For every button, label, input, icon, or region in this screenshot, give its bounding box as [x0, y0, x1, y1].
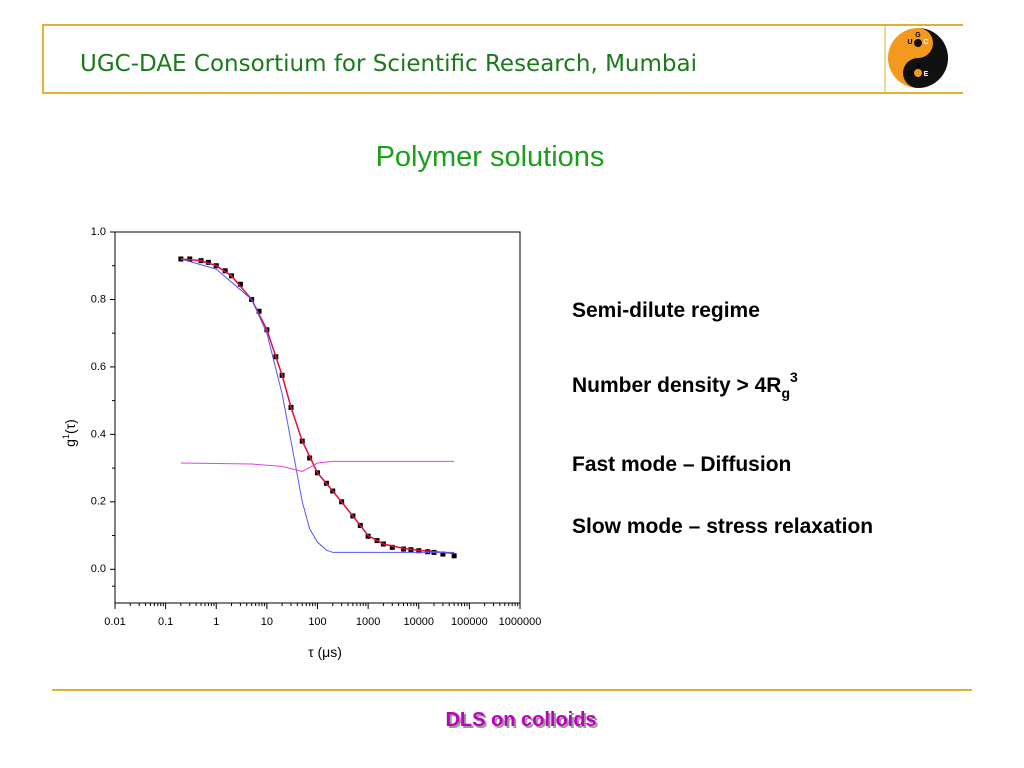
data-point	[440, 551, 446, 557]
logo-letter: A	[915, 63, 920, 70]
header: UGC-DAE Consortium for Scientific Resear…	[42, 24, 963, 94]
y-axis-label: g1(τ)	[61, 419, 78, 447]
header-title: UGC-DAE Consortium for Scientific Resear…	[80, 51, 697, 77]
plot-frame	[114, 231, 521, 604]
chart: τ (μs) g1(τ) 0.00.20.40.60.81.00.01 0.1 1 1…	[61, 226, 541, 660]
slide-title: Polymer solutions	[376, 141, 605, 173]
data-point	[256, 308, 262, 314]
x-tick-label: 10000	[403, 616, 434, 628]
x-tick-label: 100	[308, 616, 326, 628]
bullet: Slow mode – stress relaxation	[572, 515, 873, 538]
footer-shadow: DLS on colloids	[447, 711, 598, 733]
y-tick-label: 0.2	[91, 496, 106, 508]
logo-letter: E	[924, 71, 929, 78]
x-tick-label: 100000	[451, 616, 488, 628]
footer: DLS on colloids	[445, 709, 596, 731]
y-label-main: g	[62, 439, 78, 447]
x-tick-label: 0.01	[104, 616, 125, 628]
logo-dot	[914, 69, 922, 77]
bullet: Fast mode – Diffusion	[572, 453, 791, 476]
y-label-rest: (τ)	[62, 419, 78, 434]
bullet: Semi-dilute regime	[572, 299, 760, 322]
y-tick-label: 0.8	[91, 293, 106, 305]
x-tick-label: 10	[261, 616, 273, 628]
bullets: Semi-dilute regime Number density > 4Rg3…	[572, 299, 873, 538]
x-tick-label: 1	[213, 616, 219, 628]
bullet-sup: 3	[790, 369, 798, 385]
y-tick-label: 0.6	[91, 361, 106, 373]
bullet: Number density > 4Rg3	[572, 369, 798, 401]
bullet-text: Number density > 4R	[572, 374, 781, 397]
y-tick-label: 1.0	[91, 226, 106, 238]
y-tick-label: 0.0	[91, 563, 106, 575]
y-label-sup: 1	[61, 434, 71, 439]
y-tick-label: 0.4	[91, 428, 106, 440]
logo: G U C A D E	[888, 28, 948, 88]
data-point	[389, 544, 395, 550]
x-tick-label: 0.1	[158, 616, 173, 628]
logo-dot	[914, 39, 922, 47]
logo-letter: D	[907, 71, 912, 78]
x-axis-label: τ (μs)	[308, 644, 342, 660]
logo-letter: G	[915, 32, 921, 39]
x-tick-label: 1000000	[499, 616, 542, 628]
curve	[180, 258, 455, 555]
logo-letter: C	[923, 39, 928, 46]
data-point	[237, 281, 243, 287]
bullet-sub: g	[781, 385, 790, 401]
x-tick-label: 1000	[356, 616, 380, 628]
curve	[180, 258, 455, 553]
curve	[180, 460, 455, 472]
logo-letter: U	[907, 39, 912, 46]
data-point	[451, 553, 457, 559]
